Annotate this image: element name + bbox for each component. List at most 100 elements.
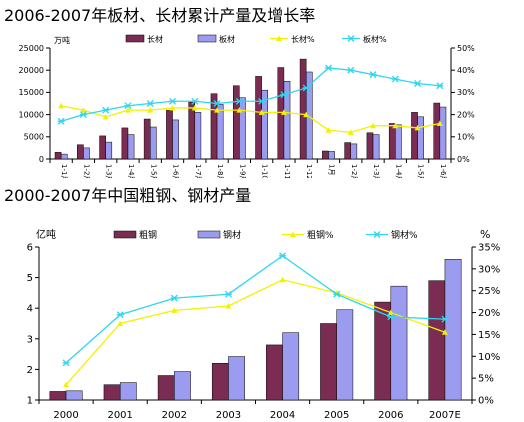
c1-bar-板材 bbox=[283, 81, 291, 160]
c1-legend-item: 长材% bbox=[270, 34, 315, 44]
c2-point-粗钢% bbox=[63, 381, 70, 388]
c1-point-板材% bbox=[235, 97, 243, 105]
c1-right-tick-label: 20% bbox=[457, 110, 475, 119]
c1-bar-长材 bbox=[344, 142, 351, 160]
c1-legend-label: 长材% bbox=[291, 34, 315, 44]
c1-point-板材% bbox=[191, 97, 199, 105]
c1-bar-板材 bbox=[127, 134, 135, 160]
c2-left-tick-label: 6 bbox=[27, 243, 33, 254]
c1-left-tick-label: 10000 bbox=[19, 110, 44, 119]
c1-point-长材% bbox=[80, 107, 87, 113]
c2-x-tick-label: 2000 bbox=[53, 410, 78, 421]
c2-left-tick-label: 3 bbox=[27, 334, 33, 345]
c2-bar-钢材 bbox=[174, 371, 191, 401]
c2-point-钢材% bbox=[333, 290, 341, 298]
c2-right-tick-label: 35% bbox=[478, 243, 500, 254]
c1-legend-item: 板材% bbox=[342, 34, 387, 44]
c1-bar-长材 bbox=[366, 132, 374, 160]
c1-point-长材% bbox=[169, 104, 176, 111]
c1-point-长材% bbox=[147, 107, 154, 113]
c1-point-板材% bbox=[414, 80, 422, 87]
c2-point-钢材% bbox=[387, 313, 395, 321]
c1-point-长材% bbox=[414, 124, 421, 131]
chart-2-plot: 1 2 3 4 5 6 0% 5% 10% 15% 20% 25% 30% 35% 2000 2001 2002… bbox=[27, 228, 501, 421]
c2-point-钢材% bbox=[170, 294, 178, 302]
c1-point-长材% bbox=[58, 102, 65, 109]
c2-bar-粗钢 bbox=[49, 391, 67, 401]
c1-point-板材% bbox=[169, 97, 177, 105]
c1-legend-label: 长材 bbox=[147, 34, 163, 44]
c1-point-长材% bbox=[124, 107, 131, 113]
chart-2-title: 2000-2007年中国粗钢、钢材产量 bbox=[4, 186, 252, 205]
c2-legend-swatch bbox=[113, 230, 137, 239]
c1-right-tick-label: 40% bbox=[457, 66, 475, 75]
c2-bar-钢材 bbox=[336, 309, 354, 401]
c2-x-tick-label: 2002 bbox=[162, 410, 187, 421]
c2-point-钢材% bbox=[116, 311, 124, 319]
c2-x-tick-label: 2007E bbox=[429, 410, 461, 421]
c2-legend-label: 钢材 bbox=[223, 229, 241, 241]
c1-x-tick-label: 1-1月 bbox=[60, 164, 68, 178]
c2-point-粗钢% bbox=[171, 307, 178, 313]
c1-x-tick-label: 1-6月 bbox=[172, 164, 180, 178]
c1-bar-板材 bbox=[239, 97, 246, 160]
c1-left-unit: 万吨 bbox=[54, 35, 70, 45]
c1-point-板材% bbox=[102, 106, 110, 114]
c1-bar-板材 bbox=[417, 116, 424, 160]
c1-legend-label: 板材 bbox=[219, 34, 235, 44]
c2-bar-粗钢 bbox=[157, 375, 175, 401]
c2-line-粗钢% bbox=[65, 279, 446, 386]
chart-1: 2006-2007年板材、长材累计产量及增长率 0 5000 10000 15000 2… bbox=[0, 0, 524, 178]
c2-right-tick-label: 15% bbox=[478, 330, 500, 341]
c1-line-长材% bbox=[61, 105, 440, 134]
c1-bar-板材 bbox=[261, 89, 269, 160]
c1-x-tick-label: 1-3月 bbox=[105, 164, 113, 178]
c1-bar-长材 bbox=[232, 85, 240, 160]
c1-bar-长材 bbox=[255, 76, 262, 160]
c2-point-钢材% bbox=[224, 290, 232, 298]
c2-point-钢材% bbox=[279, 252, 287, 260]
c2-right-unit: % bbox=[480, 228, 490, 241]
c2-bar-钢材 bbox=[444, 258, 462, 401]
c1-x-tick-label: 1月 bbox=[327, 164, 335, 175]
c1-bar-板材 bbox=[150, 126, 157, 160]
c1-legend-marker bbox=[347, 35, 355, 42]
c1-x-tick-label: 1-11月 bbox=[283, 164, 291, 178]
c2-point-粗钢% bbox=[225, 303, 232, 309]
c1-bar-板材 bbox=[395, 124, 402, 160]
c1-left-tick-label: 0 bbox=[39, 155, 44, 164]
c2-left-tick-label: 2 bbox=[27, 365, 33, 376]
c1-bar-板材 bbox=[172, 119, 179, 160]
c1-x-tick-label: 1-2月 bbox=[82, 164, 90, 178]
c1-bar-长材 bbox=[322, 150, 329, 160]
c1-point-板材% bbox=[79, 111, 87, 119]
c1-right-tick-label: 50% bbox=[457, 44, 475, 53]
c1-x-tick-label: 1-12月 bbox=[305, 164, 313, 178]
chart-2: 2000-2007年中国粗钢、钢材产量 1 2 3 4 5 6 0% 5% 10% 15% 20% 2… bbox=[0, 178, 524, 422]
c2-x-tick-label: 2006 bbox=[378, 410, 403, 421]
c2-x-tick-label: 2005 bbox=[324, 410, 349, 421]
c2-bar-钢材 bbox=[282, 332, 300, 401]
c2-left-tick-label: 4 bbox=[27, 304, 33, 315]
c1-left-tick-label: 15000 bbox=[19, 88, 44, 97]
c1-point-板材% bbox=[347, 66, 355, 74]
c1-bar-长材 bbox=[299, 58, 307, 160]
c2-legend-marker bbox=[373, 231, 381, 238]
c2-point-粗钢% bbox=[279, 276, 286, 283]
c1-point-板材% bbox=[369, 71, 377, 79]
c1-bar-长材 bbox=[166, 109, 173, 160]
c2-x-tick-label: 2001 bbox=[107, 410, 132, 421]
c2-point-粗钢% bbox=[117, 320, 124, 326]
c1-point-长材% bbox=[303, 111, 310, 118]
c2-right-tick-label: 30% bbox=[478, 264, 500, 275]
c1-x-tick-label: 1-3月 bbox=[372, 164, 380, 178]
c1-point-板材% bbox=[280, 91, 288, 99]
c1-point-长材% bbox=[258, 109, 265, 115]
c1-point-板材% bbox=[324, 64, 332, 72]
c1-bar-板材 bbox=[328, 151, 335, 160]
c1-bar-长材 bbox=[143, 118, 151, 160]
c2-bar-粗钢 bbox=[428, 280, 446, 401]
c2-legend-marker bbox=[290, 231, 296, 237]
c1-point-长材% bbox=[436, 120, 443, 126]
c2-point-钢材% bbox=[62, 359, 70, 367]
